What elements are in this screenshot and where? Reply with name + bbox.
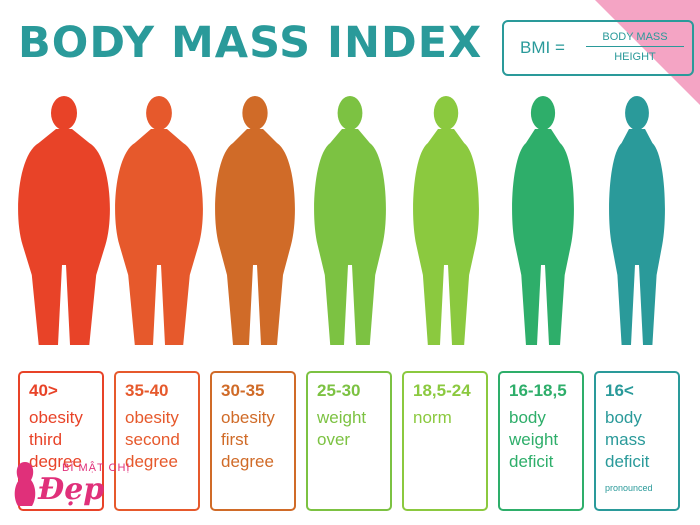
formula-denominator: HEIGHT [614,51,656,63]
bmi-description-line: first [221,430,249,449]
bmi-description-line: weight [509,430,559,449]
bmi-description-line: third [29,430,63,449]
bmi-range: 16-18,5 [509,381,567,400]
body-silhouette-4 [314,96,386,345]
body-silhouette-3 [215,96,295,345]
page-title: BODY MASS INDEX [18,18,483,68]
bmi-description-line: obesity [125,408,179,427]
body-silhouette-6 [512,96,574,345]
body-silhouette-7 [609,96,665,345]
bmi-description-line: body [605,408,642,427]
bmi-description-line: second [125,430,180,449]
watermark-brand: Đẹp [38,472,105,507]
body-silhouette-5 [413,96,479,345]
bmi-description-line: deficit [605,452,650,471]
bmi-description-line: norm [413,408,452,427]
bmi-description-line: over [317,430,351,449]
body-silhouettes [18,96,665,345]
bmi-description-line: obesity [29,408,83,427]
watermark-small-text: BÍ MẬT CHỊ [62,462,131,474]
body-silhouette-2 [115,96,203,345]
bmi-card-7: 16< body mass deficit pronounced [594,371,680,511]
bmi-note: pronounced [605,483,653,493]
bmi-description-line: obesity [221,408,275,427]
formula-bmi-label: BMI = [520,38,565,57]
formula-numerator: BODY MASS [586,31,684,47]
body-silhouette-1 [18,96,110,345]
bmi-range: 16< [605,381,634,400]
bmi-description-line: degree [29,452,82,471]
bmi-description-line: degree [125,452,178,471]
bmi-card-2: 35-40 obesity second degree [114,371,200,511]
formula-fraction: BODY MASS HEIGHT [586,31,684,63]
bmi-card-4: 25-30 weight over [306,371,392,511]
bmi-range: 30-35 [221,381,265,400]
bmi-card-1: 40> obesity third degree [18,371,104,511]
corner-accent [595,0,700,105]
bmi-range: 40> [29,381,58,400]
bmi-formula-box: BMI = BODY MASS HEIGHT [502,20,694,76]
bmi-card-3: 30-35 obesity first degree [210,371,296,511]
bmi-range: 25-30 [317,381,361,400]
bmi-description-line: body [509,408,546,427]
bmi-range: 35-40 [125,381,169,400]
bmi-description-line: deficit [509,452,554,471]
watermark-logo [10,458,40,513]
bmi-description-line: degree [221,452,274,471]
bmi-range: 18,5-24 [413,381,471,400]
bmi-description-line: mass [605,430,646,449]
bmi-card-6: 16-18,5 body weight deficit [498,371,584,511]
bmi-card-5: 18,5-24 norm [402,371,488,511]
bmi-description-line: weight [317,408,367,427]
